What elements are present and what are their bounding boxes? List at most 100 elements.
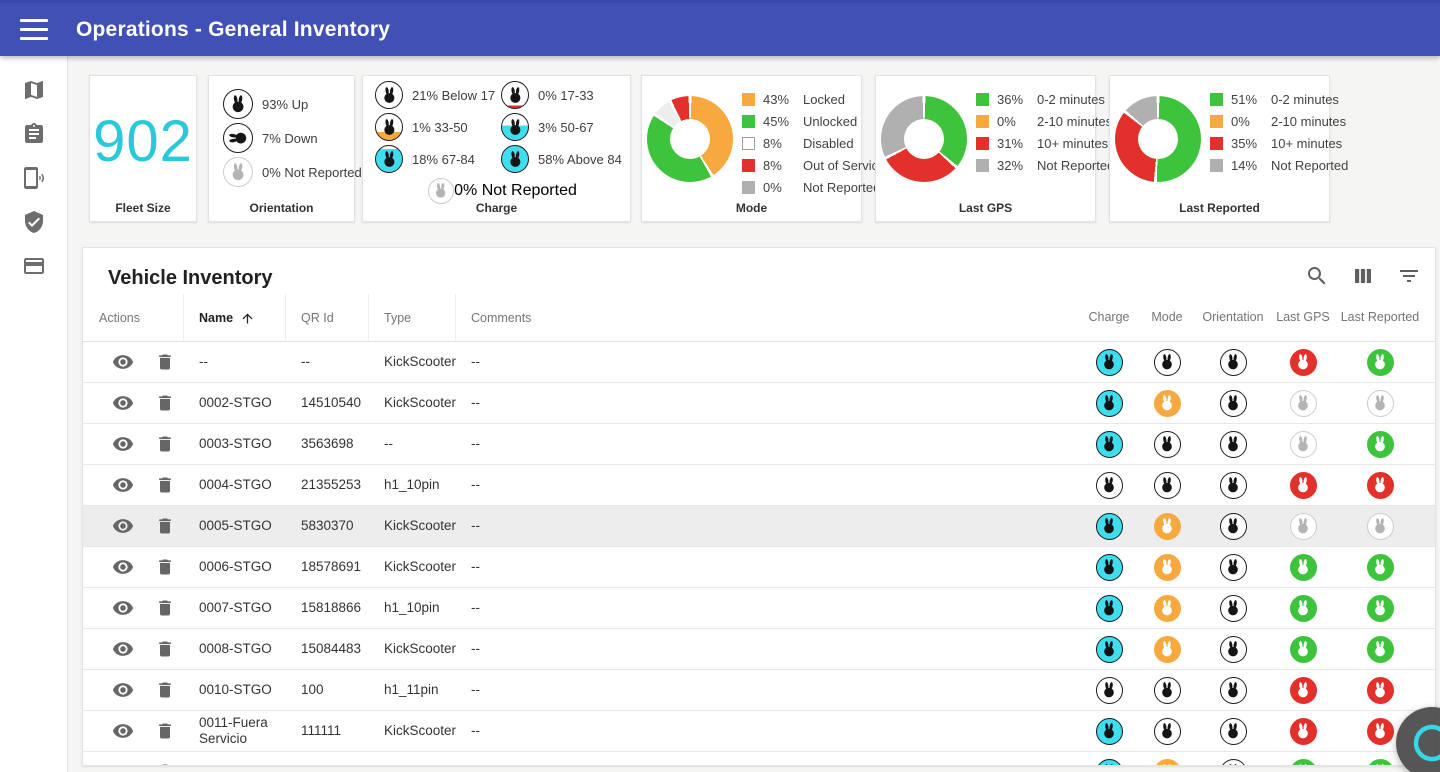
bunny-glyph <box>1375 477 1385 493</box>
charge-level-bunny-icon <box>501 81 529 109</box>
bunny-glyph <box>510 118 520 135</box>
table-title: Vehicle Inventory <box>108 266 273 289</box>
charge-stat-text: 3% 50-67 <box>538 119 594 135</box>
bunny-glyph <box>1163 764 1171 765</box>
legend-percent: 45% <box>763 114 790 129</box>
column-header-comments[interactable]: Comments <box>455 294 1079 342</box>
last-gps-status-icon <box>1289 758 1317 765</box>
cell-qr-id: 15818866 <box>301 599 362 615</box>
mode-donut-chart <box>647 96 733 182</box>
view-columns-button[interactable] <box>1351 264 1375 288</box>
view-button[interactable] <box>108 593 138 623</box>
view-button[interactable] <box>108 470 138 500</box>
legend-percent: 8% <box>763 136 782 151</box>
cell-type: KickScooter <box>384 517 457 533</box>
table-row[interactable]: 0003-STGO 3563698 -- -- <box>83 424 1435 465</box>
delete-button[interactable] <box>150 593 180 623</box>
bunny-glyph <box>1375 395 1385 411</box>
sidebar-item-credit-card[interactable] <box>12 244 56 288</box>
view-button[interactable] <box>108 552 138 582</box>
cell-type: h1_10pin <box>384 599 440 615</box>
table-row[interactable] <box>83 752 1435 766</box>
charge-status-icon <box>1095 635 1123 663</box>
trash-icon <box>159 354 171 370</box>
filter-button[interactable] <box>1397 264 1421 288</box>
delete-button[interactable] <box>150 675 180 705</box>
cell-qr-id: 14510540 <box>301 394 362 410</box>
search-button[interactable] <box>1305 264 1329 288</box>
legend-item: 45% Unlocked <box>742 114 885 129</box>
trash-icon <box>159 723 171 739</box>
delete-button[interactable] <box>150 634 180 664</box>
hamburger-menu-icon[interactable] <box>20 18 50 41</box>
charge-stat-text: 18% 67-84 <box>412 151 475 167</box>
view-button[interactable] <box>108 675 138 705</box>
sidebar-item-map[interactable] <box>12 68 56 112</box>
last-reported-status-icon <box>1366 348 1394 376</box>
delete-button[interactable] <box>150 347 180 377</box>
vehicle-inventory-table: Vehicle Inventory Actions Name QR Id Typ… <box>82 247 1436 766</box>
eye-icon <box>112 761 134 766</box>
table-row[interactable]: 0005-STGO 5830370 KickScooter -- <box>83 506 1435 547</box>
delete-button[interactable] <box>150 552 180 582</box>
table-row[interactable]: 0008-STGO 15084483 KickScooter -- <box>83 629 1435 670</box>
view-button[interactable] <box>108 511 138 541</box>
column-header-charge[interactable]: Charge <box>1088 310 1130 325</box>
bunny-glyph <box>1228 436 1238 452</box>
bunny-glyph <box>1162 518 1172 534</box>
table-row[interactable]: 0004-STGO 21355253 h1_10pin -- <box>83 465 1435 506</box>
credit-card-icon <box>23 258 44 274</box>
delete-button[interactable] <box>150 388 180 418</box>
view-button[interactable] <box>108 634 138 664</box>
column-header-last-gps[interactable]: Last GPS <box>1276 310 1330 325</box>
table-row[interactable]: 0007-STGO 15818866 h1_10pin -- <box>83 588 1435 629</box>
orientation-status-icon <box>1219 635 1247 663</box>
summary-cards: 902 Fleet Size 93% Up 7% Down 0% Not Rep… <box>68 56 1440 222</box>
charge-status-icon <box>1095 471 1123 499</box>
shield-check-icon <box>24 211 43 233</box>
bunny-glyph <box>1376 764 1384 765</box>
table-row[interactable]: 0006-STGO 18578691 KickScooter -- <box>83 547 1435 588</box>
column-header-type[interactable]: Type <box>368 294 455 342</box>
orientation-status-icon <box>1219 553 1247 581</box>
view-button[interactable] <box>108 347 138 377</box>
table-row[interactable]: -- -- KickScooter -- <box>83 342 1435 383</box>
delete-button[interactable] <box>150 470 180 500</box>
column-header-last-reported[interactable]: Last Reported <box>1340 310 1420 325</box>
column-header-qr-id[interactable]: QR Id <box>285 294 368 342</box>
cell-name: 0004-STGO <box>199 476 272 492</box>
cell-comments: -- <box>471 353 480 369</box>
legend-swatch <box>1210 93 1223 106</box>
legend-swatch <box>976 115 989 128</box>
table-row[interactable]: 0002-STGO 14510540 KickScooter -- <box>83 383 1435 424</box>
mode-status-icon <box>1153 676 1181 704</box>
legend-percent: 0% <box>1231 114 1250 129</box>
cell-qr-id: 111111 <box>301 722 342 738</box>
column-header-orientation[interactable]: Orientation <box>1202 310 1264 325</box>
legend-swatch <box>1210 115 1223 128</box>
sidebar-item-clipboard[interactable] <box>12 112 56 156</box>
view-button[interactable] <box>108 429 138 459</box>
cell-qr-id: 18578691 <box>301 558 362 574</box>
table-row[interactable]: 0010-STGO 100 h1_11pin -- <box>83 670 1435 711</box>
table-row[interactable]: 0011-Fuera Servicio 111111 KickScooter -… <box>83 711 1435 752</box>
cell-type: KickScooter <box>384 394 457 410</box>
orientation-stat-text: 93% Up <box>262 96 309 112</box>
view-button[interactable] <box>108 757 138 766</box>
delete-button[interactable] <box>150 511 180 541</box>
column-header-mode[interactable]: Mode <box>1151 310 1183 325</box>
bunny-glyph <box>1298 436 1308 452</box>
legend-swatch <box>742 181 755 194</box>
delete-button[interactable] <box>150 716 180 746</box>
column-header-name[interactable]: Name <box>183 294 285 342</box>
sidebar-item-shield-check[interactable] <box>12 200 56 244</box>
bunny-glyph <box>1228 559 1238 575</box>
legend-label: Unlocked <box>803 114 858 129</box>
view-button[interactable] <box>108 388 138 418</box>
sidebar-item-phone-ring[interactable] <box>12 156 56 200</box>
legend-percent: 0% <box>997 114 1016 129</box>
delete-button[interactable] <box>150 757 180 765</box>
delete-button[interactable] <box>150 429 180 459</box>
view-button[interactable] <box>108 716 138 746</box>
last-reported-status-icon <box>1366 430 1394 458</box>
